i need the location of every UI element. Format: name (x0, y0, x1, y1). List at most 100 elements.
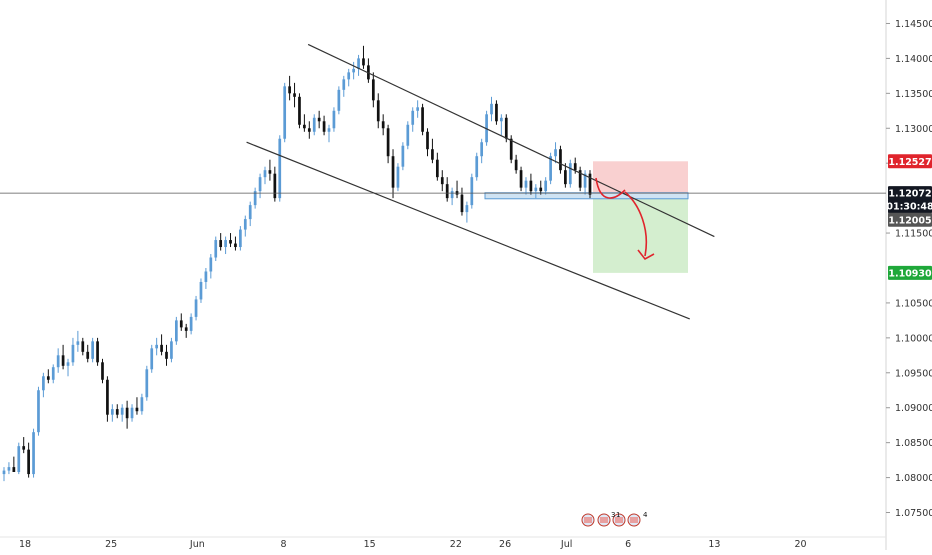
entry-price-label-text: 1.12005 (888, 215, 931, 226)
y-tick-label: 1.08500 (895, 438, 932, 449)
event-flag-icon (612, 513, 626, 527)
candle-body (115, 409, 119, 415)
candle-body (219, 240, 223, 248)
candle-body (243, 219, 247, 230)
candle-body (435, 159, 439, 178)
candle-body (445, 184, 449, 199)
candle-body (229, 240, 232, 244)
candle-body (145, 369, 149, 398)
event-flag-fill (630, 517, 638, 523)
candle-body (327, 128, 331, 132)
candle-body (544, 180, 548, 192)
candle-body (194, 299, 198, 317)
candle-body (307, 128, 311, 132)
candle-body (125, 407, 129, 419)
event-flag-icon (581, 513, 595, 527)
y-tick-label: 1.10500 (895, 298, 932, 309)
arrow-drop (624, 191, 648, 257)
x-tick-label: 20 (794, 539, 806, 550)
candle-body (559, 149, 562, 171)
candle-body (568, 163, 572, 185)
candle-body (66, 362, 70, 366)
event-flag-icon (597, 513, 611, 527)
candle-body (86, 351, 90, 359)
candle-body (293, 93, 296, 97)
y-tick-label: 1.13000 (895, 124, 932, 135)
target-price-label-bg (888, 265, 932, 280)
candle-body (7, 467, 11, 471)
candle-body (411, 110, 415, 125)
candle-body (214, 240, 218, 258)
candle-body (140, 397, 144, 412)
candle-body (130, 407, 134, 419)
candle-body (199, 281, 203, 300)
countdown-label: 01:30:48 (886, 199, 932, 214)
candle-body (165, 351, 168, 359)
x-tick-label: Jun (189, 539, 205, 550)
candle-body (17, 446, 21, 472)
candle-body (268, 170, 272, 174)
candle-body (61, 355, 65, 366)
reward-zone (593, 197, 688, 273)
candle-body (209, 257, 213, 272)
candle-body (381, 121, 385, 129)
target-price-label-text: 1.10930 (888, 268, 932, 279)
candle-body (248, 205, 252, 220)
candle-body (573, 163, 577, 171)
candle-body (431, 149, 434, 160)
x-tick-label: 15 (364, 539, 376, 550)
candle-body (56, 355, 60, 368)
candle-body (529, 180, 533, 192)
candle-body (135, 407, 139, 412)
candle-body (539, 187, 543, 192)
candle-body (504, 117, 508, 139)
candle-body (514, 159, 518, 171)
candle-body (12, 467, 16, 472)
event-flag-fill (615, 517, 623, 523)
stop-price-label: 1.12527 (888, 154, 932, 169)
candle-body (357, 58, 360, 69)
x-tick-label: 25 (105, 539, 117, 550)
candle-body (298, 96, 301, 125)
candle-body (110, 409, 114, 415)
candle-body (81, 341, 85, 352)
y-tick-label: 1.08000 (895, 473, 932, 484)
candle-body (450, 191, 454, 199)
candle-body (554, 149, 557, 157)
candle-body (549, 156, 552, 181)
candle-body (421, 107, 424, 132)
candle-body (490, 103, 493, 115)
x-tick-label: 22 (450, 539, 462, 550)
candle-body (371, 79, 375, 101)
candle-body (278, 138, 282, 199)
current-price-label: 1.12072 (888, 186, 932, 201)
candle-body (332, 110, 336, 129)
candle-body (312, 117, 316, 132)
risk-zone (593, 161, 688, 198)
candle-body (27, 449, 30, 475)
current-price-label-text: 1.12072 (888, 189, 931, 200)
y-tick-label: 1.14500 (895, 19, 932, 30)
candle-body (179, 320, 183, 328)
channel-upper-line (307, 43, 715, 238)
candle-body (480, 142, 484, 157)
arrow-pullback (595, 177, 626, 199)
stop-price-label-text: 1.12527 (888, 157, 931, 168)
candle-body (2, 470, 6, 475)
candle-body (416, 107, 420, 111)
candle-body (46, 376, 50, 380)
candle-body (376, 100, 380, 122)
candle-body (426, 131, 429, 150)
y-tick-label: 1.14000 (895, 54, 932, 65)
candle-body (96, 341, 99, 363)
candle-body (564, 170, 567, 185)
candle-body (396, 166, 400, 188)
support-box (484, 192, 689, 200)
candle-body (91, 341, 94, 359)
candle-body (258, 177, 262, 192)
candle-body (51, 367, 55, 380)
candle-body (253, 191, 257, 206)
candle-body (465, 205, 469, 213)
